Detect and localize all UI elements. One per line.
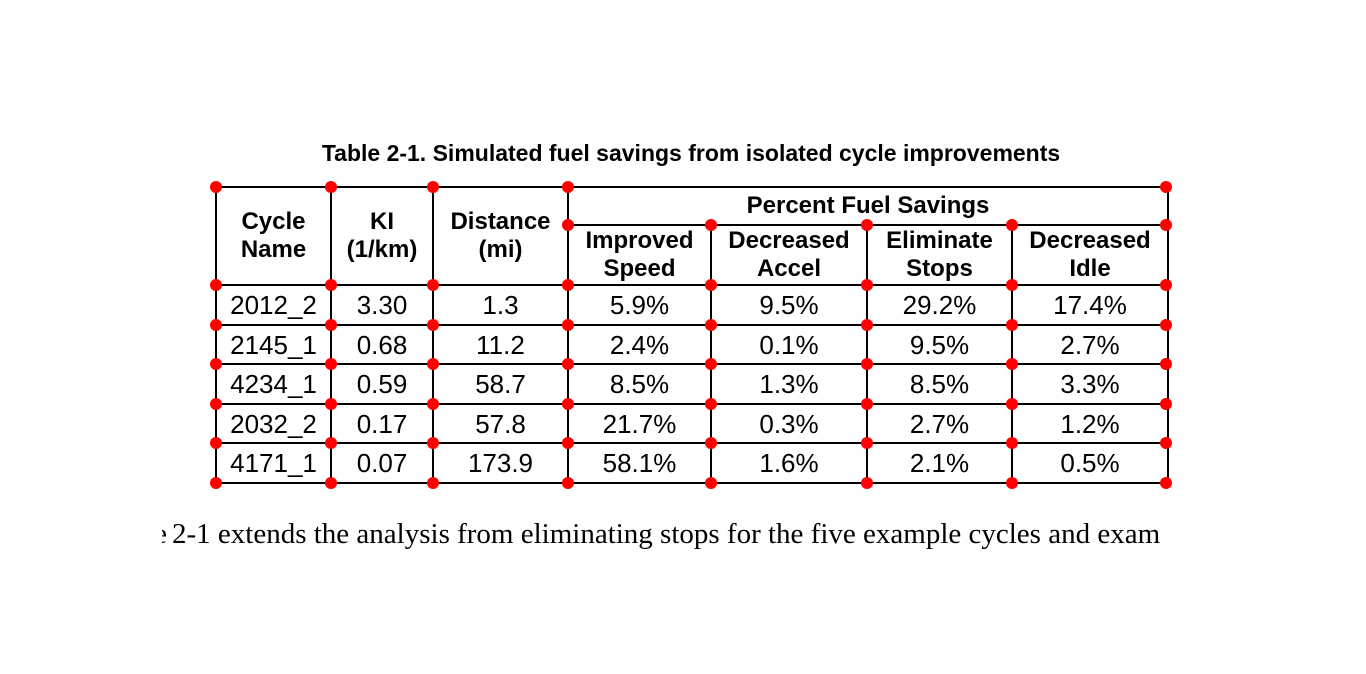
cell-eliminate-stops: 9.5% [866, 324, 1013, 365]
cell-decreased-idle: 1.2% [1010, 403, 1170, 444]
cell-distance: 173.9 [432, 442, 569, 484]
table-row: 2032_2 0.17 57.8 21.7% 0.3% 2.7% 1.2% [215, 403, 1170, 444]
cell-decreased-accel: 0.3% [710, 403, 868, 444]
cell-decreased-accel: 9.5% [710, 284, 868, 326]
col-header-percent-fuel-savings: Percent Fuel Savings [566, 186, 1170, 226]
cell-decreased-idle: 17.4% [1010, 284, 1170, 326]
col-header-distance: Distance (mi) [432, 186, 569, 286]
col-header-ki: KI (1/km) [330, 186, 434, 286]
cell-decreased-accel: 0.1% [710, 324, 868, 365]
col-header-eliminate-stops: Eliminate Stops [866, 224, 1013, 286]
cell-decreased-accel: 1.6% [710, 442, 868, 484]
col-header-cycle-name: Cycle Name [215, 186, 332, 286]
table-row: 2012_2 3.30 1.3 5.9% 9.5% 29.2% 17.4% [215, 284, 1170, 326]
cell-ki: 0.07 [330, 442, 434, 484]
body-text-line: e2-1 extends the analysis from eliminati… [162, 514, 1161, 554]
col-header-decreased-accel: Decreased Accel [710, 224, 868, 286]
caption-text: 2-1 extends the analysis from eliminatin… [172, 518, 1161, 550]
cell-decreased-accel: 1.3% [710, 363, 868, 405]
cell-cycle-name: 4234_1 [215, 363, 332, 405]
cell-improved-speed: 2.4% [567, 324, 712, 365]
cell-cycle-name: 2012_2 [215, 284, 332, 326]
cell-distance: 57.8 [432, 403, 569, 444]
table-title: Table 2-1. Simulated fuel savings from i… [321, 140, 1061, 166]
cell-eliminate-stops: 29.2% [866, 284, 1013, 326]
cell-distance: 58.7 [432, 363, 569, 405]
cell-ki: 3.30 [330, 284, 434, 326]
cell-decreased-idle: 2.7% [1010, 324, 1170, 365]
cell-eliminate-stops: 2.7% [866, 403, 1013, 444]
cell-improved-speed: 5.9% [567, 284, 712, 326]
cell-cycle-name: 2145_1 [215, 324, 332, 365]
cell-improved-speed: 21.7% [567, 403, 712, 444]
cell-decreased-idle: 0.5% [1010, 442, 1170, 484]
cell-ki: 0.68 [330, 324, 434, 365]
cell-eliminate-stops: 2.1% [866, 442, 1013, 484]
cell-improved-speed: 58.1% [567, 442, 712, 484]
cell-improved-speed: 8.5% [567, 363, 712, 405]
cell-eliminate-stops: 8.5% [866, 363, 1013, 405]
cell-cycle-name: 4171_1 [215, 442, 332, 484]
header-row-sub: Improved Speed Decreased Accel Eliminate… [216, 224, 1170, 286]
table-row: 4234_1 0.59 58.7 8.5% 1.3% 8.5% 3.3% [215, 363, 1170, 405]
col-header-improved-speed: Improved Speed [567, 224, 712, 286]
cell-ki: 0.59 [330, 363, 434, 405]
cell-decreased-idle: 3.3% [1010, 363, 1170, 405]
table-row: 2145_1 0.68 11.2 2.4% 0.1% 9.5% 2.7% [215, 324, 1170, 365]
col-header-decreased-idle: Decreased Idle [1010, 224, 1170, 286]
cell-ki: 0.17 [330, 403, 434, 444]
cell-distance: 1.3 [432, 284, 569, 326]
cell-cycle-name: 2032_2 [215, 403, 332, 444]
header-row-group: Cycle Name KI (1/km) Distance (mi) Perce… [215, 186, 1170, 286]
clipped-letter-fragment: e [162, 514, 167, 554]
cell-distance: 11.2 [432, 324, 569, 365]
table-row: 4171_1 0.07 173.9 58.1% 1.6% 2.1% 0.5% [215, 442, 1170, 484]
fuel-savings-table: Cycle Name KI (1/km) Distance (mi) Perce… [215, 186, 1170, 484]
